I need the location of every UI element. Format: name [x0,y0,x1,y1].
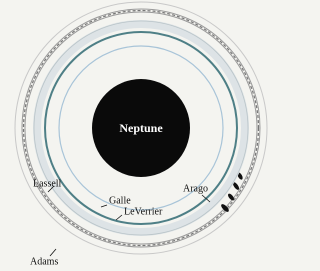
ring-label: Arago [183,183,208,194]
ring-label: LeVerrier [124,206,163,217]
ring-label: Lassell [33,178,62,189]
ring-label: Galle [109,195,131,206]
ring-diagram: Neptune Lassell Galle LeVerrier Arago Ad… [0,0,283,271]
ring-label: Adams [30,256,58,267]
planet-label: Neptune [119,121,163,135]
